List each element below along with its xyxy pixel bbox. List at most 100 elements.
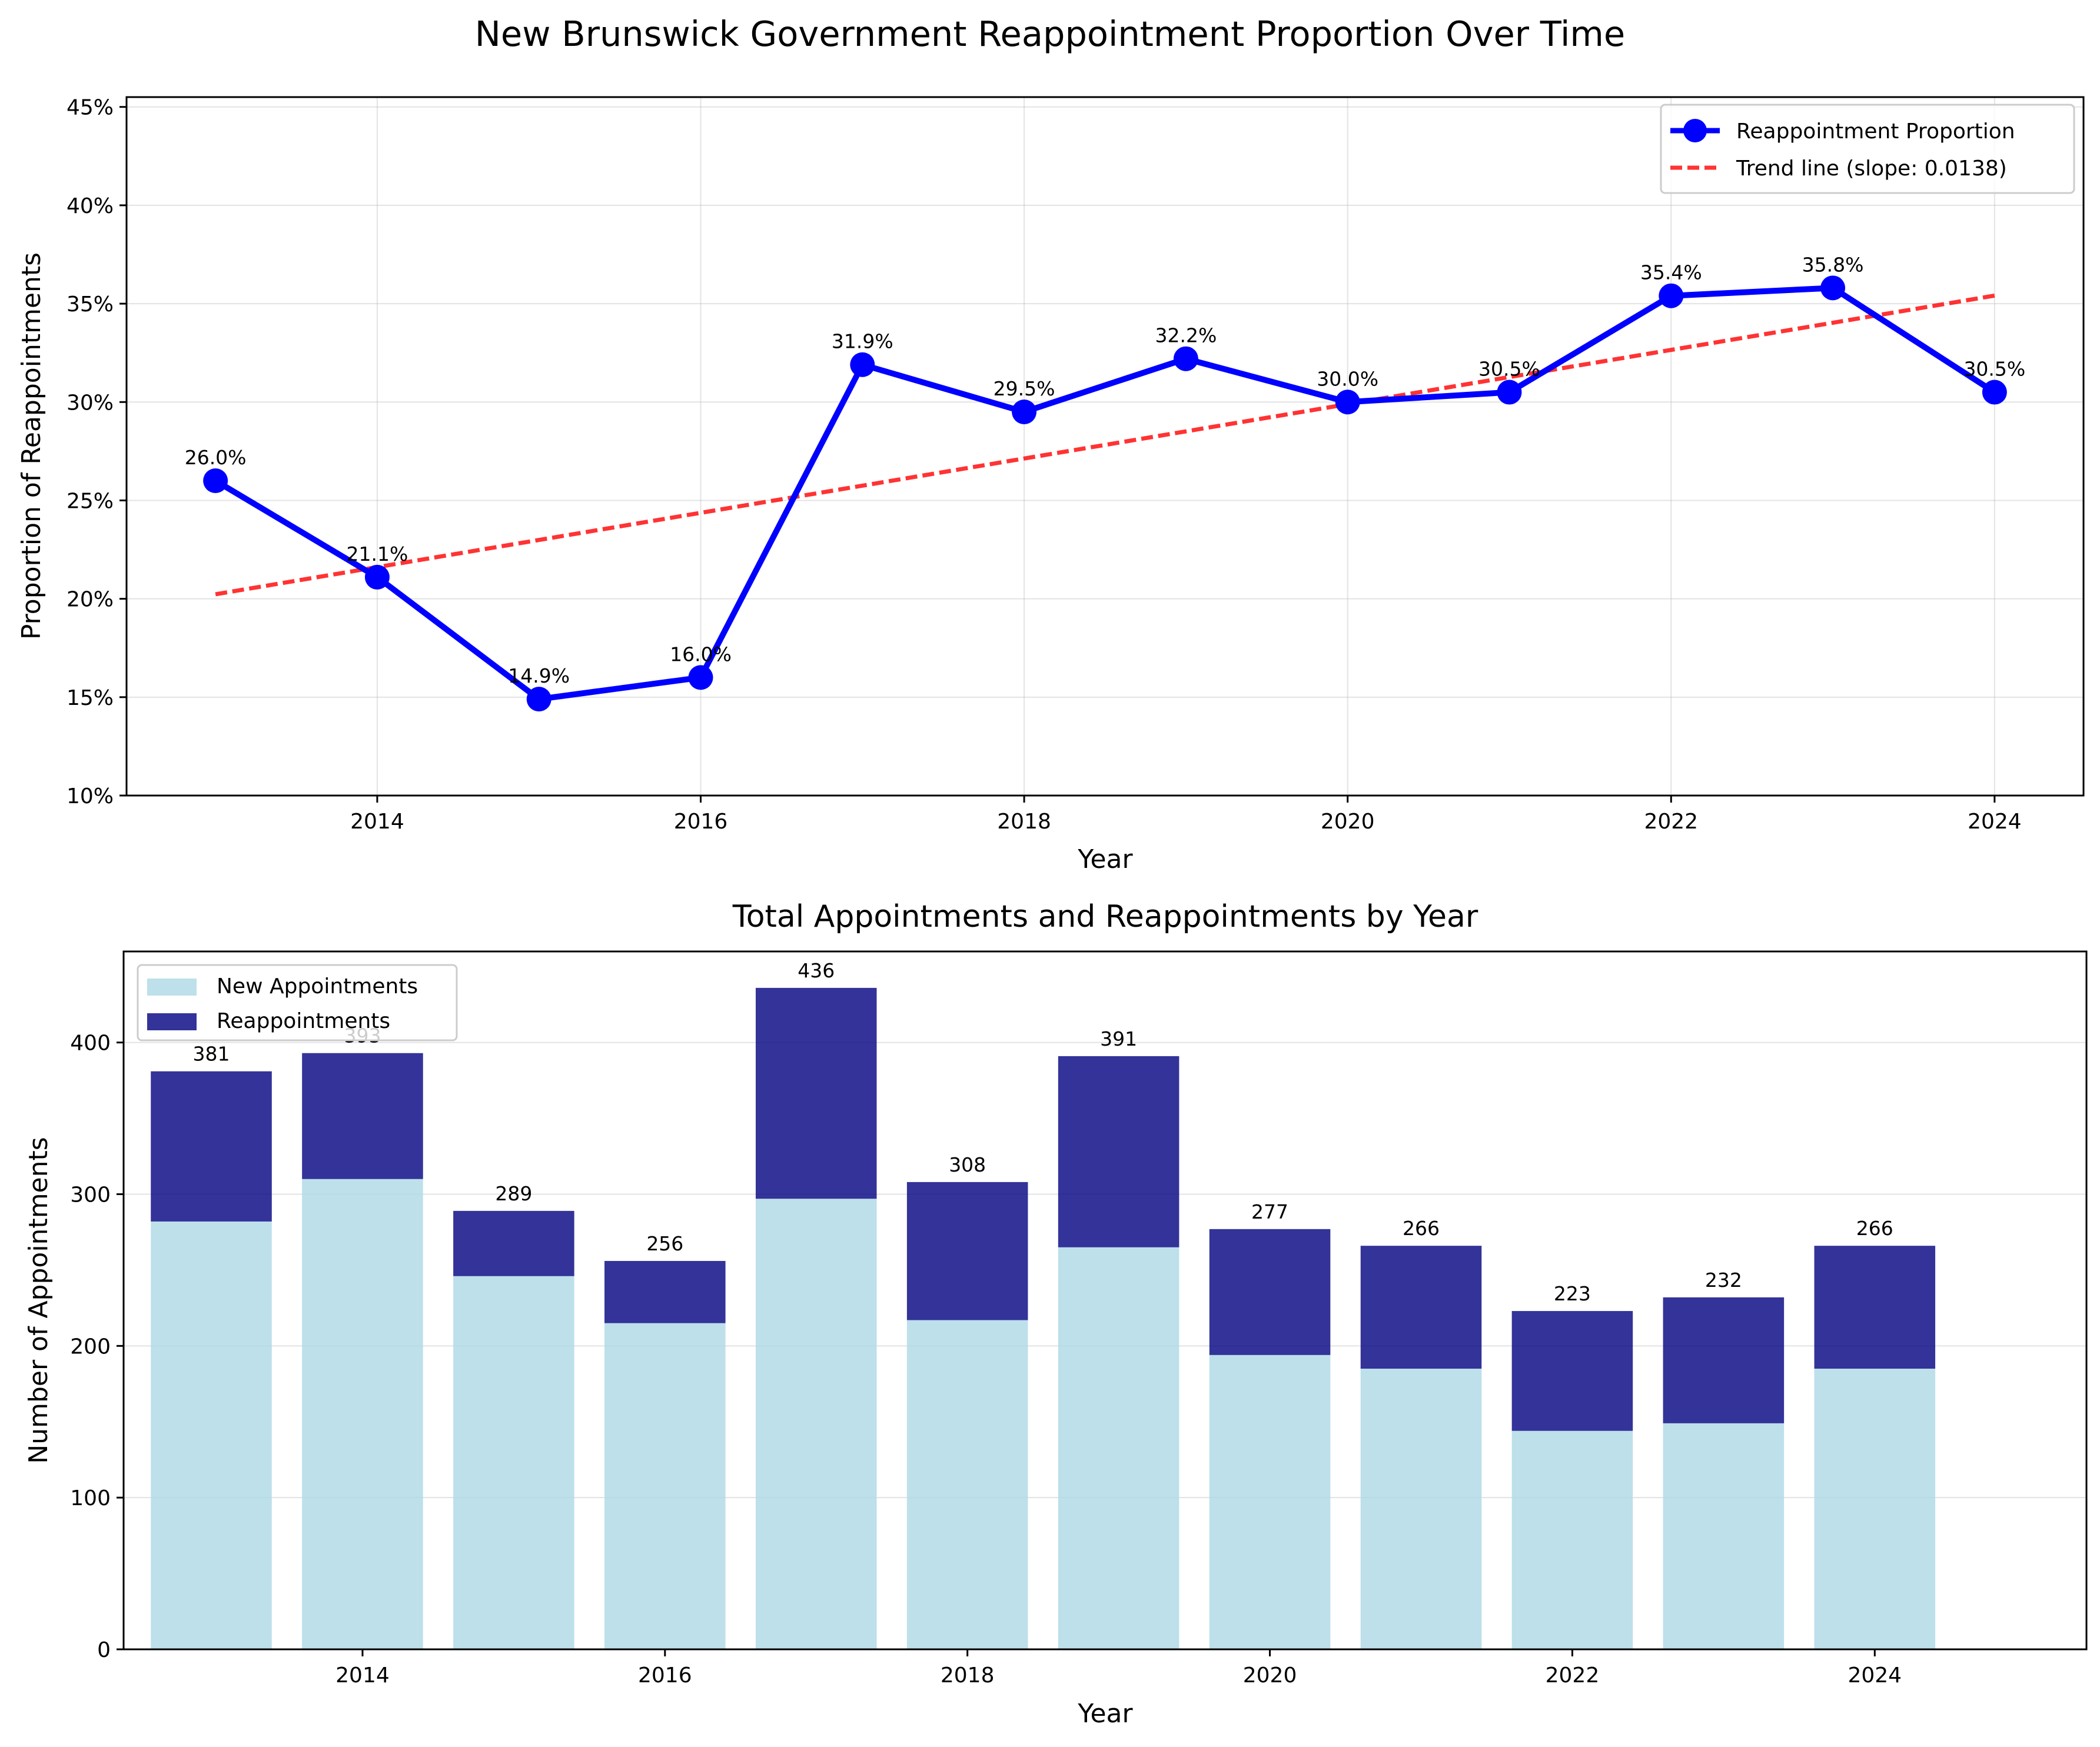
- data-label: 29.5%: [993, 377, 1055, 400]
- x-axis-ticks: 2014 2016 2018 2020 2022 2024: [350, 796, 2022, 834]
- bar-new-appointments: [1360, 1369, 1482, 1649]
- y-axis-ticks: 0 100 200 300 400: [70, 1031, 124, 1662]
- data-point: [1820, 275, 1846, 301]
- bar-reappointments: [755, 987, 877, 1199]
- proportion-data-labels: 26.0% 21.1% 14.9% 16.0% 31.9% 29.5% 32.2% 30.0%…: [185, 253, 2026, 687]
- bar-new-appointments: [1814, 1369, 1936, 1649]
- grid: [127, 97, 2084, 796]
- legend-label-proportion: Reappointment Proportion: [1736, 119, 2015, 144]
- trend-line-series: [215, 293, 1995, 597]
- y-axis-ticks: 10% 15% 20% 25% 30% 35% 40% 45%: [67, 96, 127, 808]
- bar-new-appointments: [1663, 1423, 1785, 1649]
- bar-reappointments: [1209, 1229, 1331, 1355]
- data-label: 21.1%: [347, 543, 408, 565]
- legend-label-new-appointments: New Appointments: [217, 974, 418, 999]
- x-tick-label: 2020: [1243, 1663, 1297, 1688]
- legend-swatch-reappointments: [147, 1013, 197, 1030]
- x-tick-label: 2018: [997, 810, 1051, 834]
- y-tick-label: 0: [97, 1638, 111, 1662]
- plot-frame: [122, 950, 2088, 1651]
- bar-chart-title: Total Appointments and Reappointments by…: [732, 899, 1478, 934]
- legend-label-reappointments: Reappointments: [217, 1009, 390, 1033]
- bar-reappointments: [302, 1053, 423, 1179]
- x-tick-label: 2022: [1644, 810, 1698, 834]
- bar-new-appointments: [302, 1179, 423, 1649]
- stacked-bars: [151, 987, 1936, 1649]
- proportion-line-chart: 26.0% 21.1% 14.9% 16.0% 31.9% 29.5% 32.2% 30.0%…: [16, 96, 2085, 874]
- legend-label-trend: Trend line (slope: 0.0138): [1736, 157, 2007, 181]
- y-tick-label: 25%: [67, 489, 114, 513]
- legend-item-reappointments: Reappointments: [147, 1009, 390, 1033]
- y-tick-label: 35%: [67, 292, 114, 317]
- legend-swatch-new-appointments: [147, 979, 197, 996]
- appointments-bar-chart: Total Appointments and Reappointments by…: [24, 899, 2088, 1729]
- bar-total-label: 277: [1251, 1200, 1288, 1223]
- data-label: 30.5%: [1963, 358, 2025, 381]
- bar-total-label: 381: [193, 1043, 230, 1066]
- data-label: 30.5%: [1478, 358, 1540, 381]
- bar-reappointments: [906, 1182, 1028, 1320]
- y-axis-label: Proportion of Reappointments: [16, 252, 46, 640]
- data-label: 30.0%: [1317, 367, 1378, 390]
- data-point: [364, 564, 390, 590]
- y-tick-label: 40%: [67, 194, 114, 218]
- bar-reappointments: [1663, 1297, 1785, 1423]
- trend-line: [215, 293, 1995, 597]
- data-point: [1659, 283, 1684, 308]
- data-label: 35.8%: [1802, 253, 1864, 276]
- y-tick-label: 45%: [67, 96, 114, 120]
- x-tick-label: 2016: [638, 1663, 692, 1688]
- legend-item-trend: Trend line (slope: 0.0138): [1670, 157, 2007, 181]
- bar-total-label: 436: [798, 959, 835, 982]
- x-tick-label: 2024: [1968, 810, 2022, 834]
- bar-reappointments: [1058, 1056, 1179, 1247]
- legend-frame: [137, 964, 458, 1041]
- data-point: [1497, 380, 1522, 405]
- legend-item-proportion: Reappointment Proportion: [1670, 119, 2015, 144]
- bar-new-appointments: [604, 1323, 726, 1649]
- bar-total-label: 391: [1100, 1027, 1137, 1050]
- x-tick-label: 2018: [941, 1663, 995, 1688]
- data-point: [203, 468, 228, 494]
- data-label: 14.9%: [508, 664, 570, 687]
- data-point: [1173, 346, 1198, 371]
- data-point: [526, 687, 551, 712]
- proportion-line: [214, 285, 1996, 703]
- data-point: [1012, 399, 1037, 424]
- bar-reappointments: [1511, 1311, 1633, 1431]
- y-tick-label: 200: [70, 1335, 111, 1359]
- figure-title: New Brunswick Government Reappointment P…: [475, 14, 1625, 54]
- bar-reappointments: [151, 1071, 272, 1222]
- x-tick-label: 2014: [335, 1663, 390, 1688]
- data-point: [850, 352, 875, 377]
- x-tick-label: 2016: [674, 810, 728, 834]
- bar-new-appointments: [1209, 1355, 1331, 1649]
- bar-new-appointments: [1058, 1247, 1179, 1649]
- bar-total-label: 308: [949, 1153, 986, 1176]
- x-axis-ticks: 2014 2016 2018 2020 2022 2024: [335, 1649, 1902, 1688]
- bar-total-label: 223: [1554, 1282, 1591, 1305]
- data-point: [1335, 390, 1360, 415]
- data-label: 32.2%: [1155, 324, 1217, 347]
- data-label: 35.4%: [1640, 261, 1702, 284]
- data-label: 16.0%: [670, 643, 732, 665]
- bar-new-appointments: [755, 1199, 877, 1649]
- y-tick-label: 100: [70, 1486, 111, 1510]
- bar-new-appointments: [453, 1276, 574, 1649]
- data-label: 31.9%: [832, 330, 893, 353]
- legend: New Appointments Reappointments: [137, 964, 458, 1041]
- data-point: [688, 665, 713, 690]
- x-tick-label: 2024: [1848, 1663, 1902, 1688]
- x-tick-label: 2014: [350, 810, 404, 834]
- bar-reappointments: [1814, 1246, 1936, 1369]
- x-axis-label: Year: [1077, 844, 1133, 874]
- data-point: [1982, 380, 2007, 405]
- proportion-series: [214, 285, 1996, 703]
- bar-total-label: 232: [1705, 1269, 1742, 1292]
- x-axis-label: Year: [1077, 1699, 1133, 1729]
- data-label: 26.0%: [185, 446, 247, 469]
- y-tick-label: 20%: [67, 588, 114, 612]
- y-tick-label: 10%: [67, 784, 114, 808]
- legend: Reappointment Proportion Trend line (slo…: [1660, 104, 2075, 194]
